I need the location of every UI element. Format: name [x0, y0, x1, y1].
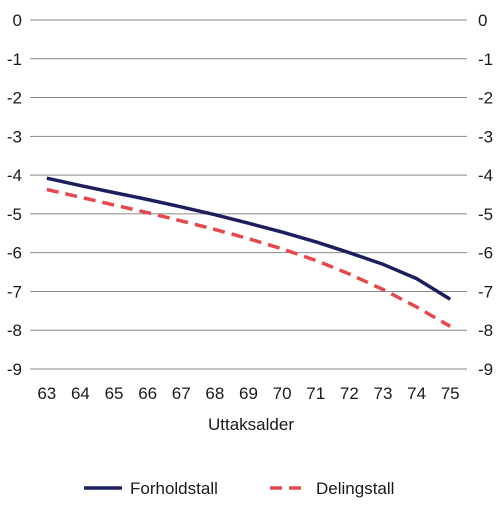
y-tick-label-right: -9: [478, 360, 493, 379]
gridlines: [30, 19, 467, 370]
y-tick-label-left: 0: [13, 11, 22, 30]
y-tick-label-right: -7: [478, 282, 493, 301]
x-tick-label: 66: [138, 384, 157, 403]
right-y-tick-labels: 0 -1 -2 -3 -4 -5 -6 -7 -8 -9: [478, 11, 493, 379]
x-tick-label: 69: [239, 384, 258, 403]
y-tick-label-right: -3: [478, 127, 493, 146]
x-tick-label: 68: [205, 384, 224, 403]
x-tick-label: 73: [374, 384, 393, 403]
legend-item: Forholdstall: [84, 479, 218, 498]
x-tick-label: 65: [105, 384, 124, 403]
series-line-forholdstall: [46, 176, 452, 301]
x-tick-label: 75: [441, 384, 460, 403]
y-tick-label-left: -9: [7, 360, 22, 379]
x-tick-label: 74: [407, 384, 426, 403]
y-tick-label-right: -2: [478, 89, 493, 108]
series-line-delingstall: [46, 187, 452, 328]
series-layer: [46, 176, 452, 328]
x-tick-labels: 63 64 65 66 67 68 69 70 71 72 73 74 75: [37, 384, 459, 403]
y-tick-label-left: -1: [7, 50, 22, 69]
y-tick-label-right: -1: [478, 50, 493, 69]
left-y-tick-labels: 0 -1 -2 -3 -4 -5 -6 -7 -8 -9: [7, 11, 22, 379]
legend-label: Forholdstall: [130, 479, 218, 498]
y-tick-label-left: -2: [7, 89, 22, 108]
y-tick-label-right: -5: [478, 205, 493, 224]
y-tick-label-right: -4: [478, 166, 493, 185]
legend: Forholdstall Delingstall: [84, 479, 394, 498]
x-axis-title: Uttaksalder: [208, 415, 294, 434]
x-tick-label: 63: [37, 384, 56, 403]
y-tick-label-left: -7: [7, 282, 22, 301]
y-tick-label-right: -6: [478, 244, 493, 263]
x-tick-label: 71: [306, 384, 325, 403]
y-tick-label-left: -4: [7, 166, 22, 185]
y-tick-label-left: -8: [7, 321, 22, 340]
y-tick-label-right: 0: [478, 11, 487, 30]
x-tick-label: 72: [340, 384, 359, 403]
legend-item: Delingstall: [270, 479, 394, 498]
x-tick-label: 67: [172, 384, 191, 403]
x-tick-label: 70: [273, 384, 292, 403]
y-tick-label-right: -8: [478, 321, 493, 340]
y-tick-label-left: -6: [7, 244, 22, 263]
x-tick-label: 64: [71, 384, 90, 403]
y-tick-label-left: -3: [7, 127, 22, 146]
legend-label: Delingstall: [316, 479, 394, 498]
y-tick-label-left: -5: [7, 205, 22, 224]
